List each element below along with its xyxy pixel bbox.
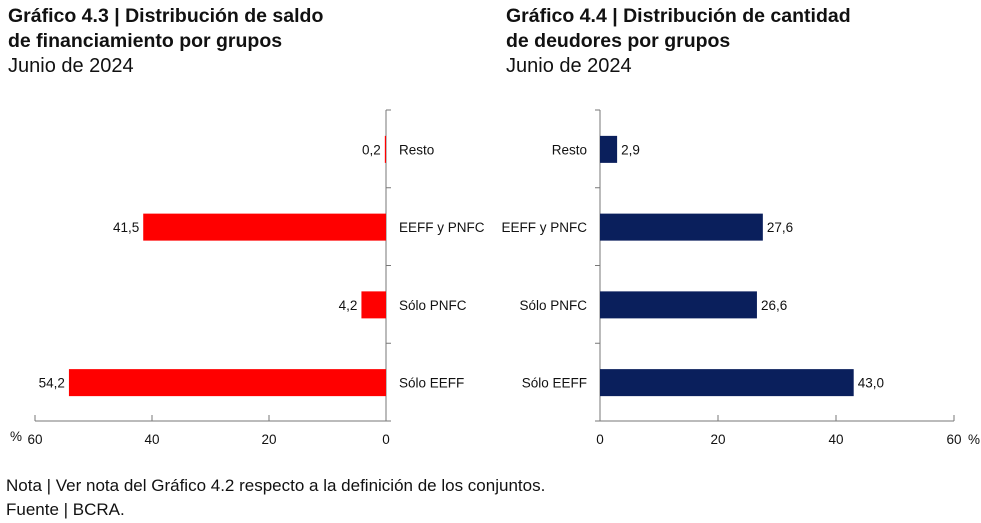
- title-line-1: Gráfico 4.3 | Distribución de saldo: [8, 5, 324, 27]
- category-label: Sólo PNFC: [519, 298, 587, 313]
- bar: [68, 369, 387, 397]
- unit-label: %: [10, 429, 22, 444]
- category-label: Sólo EEFF: [399, 376, 464, 391]
- data-label: 26,6: [761, 298, 787, 313]
- category-label: Resto: [399, 142, 434, 157]
- x-tick-label: 20: [710, 432, 725, 447]
- data-label: 0,2: [362, 142, 381, 157]
- x-tick-label: 40: [144, 432, 159, 447]
- title-line-2: de financiamiento por grupos: [8, 30, 283, 52]
- footnotes: Nota | Ver nota del Gráfico 4.2 respecto…: [6, 474, 545, 522]
- data-label: 4,2: [339, 298, 358, 313]
- bar: [600, 369, 854, 397]
- source-text: Fuente | BCRA.: [6, 500, 125, 519]
- bar: [384, 135, 387, 163]
- bar: [600, 213, 763, 241]
- data-label: 43,0: [858, 376, 884, 391]
- category-label: Sólo PNFC: [399, 298, 467, 313]
- data-label: 54,2: [39, 376, 65, 391]
- data-label: 27,6: [767, 220, 793, 235]
- category-label: Sólo EEFF: [522, 376, 587, 391]
- charts-canvas: 0 20 40 60% 0,2 Resto 41,5 EEFF y PNFC 4,2 Sólo P…: [10, 109, 980, 447]
- note-text: Nota | Ver nota del Gráfico 4.2 respecto…: [6, 476, 546, 495]
- bar: [361, 291, 386, 319]
- x-tick-label: 0: [382, 432, 390, 447]
- category-label: Resto: [552, 142, 587, 157]
- chart-title-4-4: Gráfico 4.4 | Distribución de cantidad d…: [506, 4, 851, 79]
- chart-title-4-3: Gráfico 4.3 | Distribución de saldo de f…: [8, 4, 323, 79]
- x-tick-label: 0: [596, 432, 604, 447]
- x-tick-label: 20: [261, 432, 276, 447]
- title-line-1: Gráfico 4.4 | Distribución de cantidad: [506, 5, 851, 27]
- bar: [600, 135, 618, 163]
- data-label: 2,9: [621, 142, 640, 157]
- bar: [143, 213, 386, 241]
- x-tick-label: 40: [828, 432, 843, 447]
- x-tick-label: 60: [946, 432, 961, 447]
- category-label: EEFF y PNFC: [501, 220, 587, 235]
- category-label: EEFF y PNFC: [399, 220, 485, 235]
- data-label: 41,5: [113, 220, 139, 235]
- subtitle: Junio de 2024: [8, 55, 134, 77]
- unit-label: %: [968, 432, 980, 447]
- x-tick-label: 60: [27, 432, 42, 447]
- bar: [600, 291, 757, 319]
- title-line-2: de deudores por grupos: [506, 30, 731, 52]
- subtitle: Junio de 2024: [506, 55, 632, 77]
